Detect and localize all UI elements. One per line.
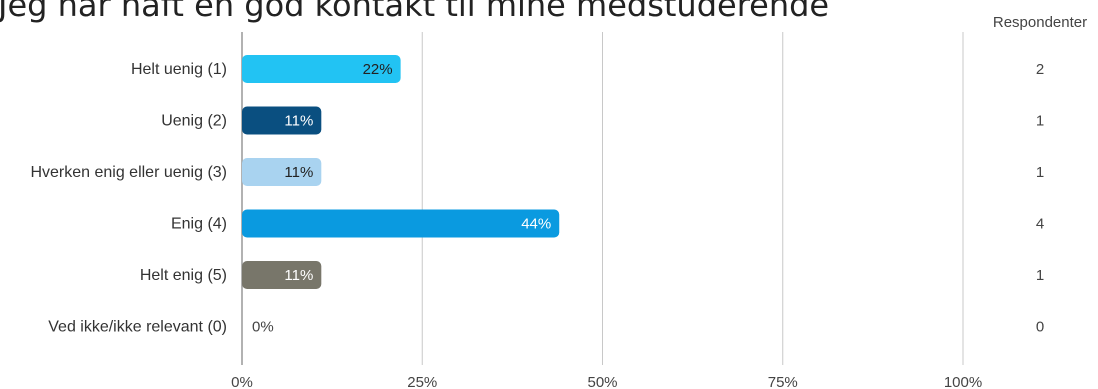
bar bbox=[242, 106, 322, 135]
x-axis-tick-labels: 0% 25% 50% 75% 100% bbox=[231, 374, 982, 389]
data-label: 11% bbox=[284, 267, 313, 284]
category-label: Ved ikke/ikke relevant (0) bbox=[48, 319, 227, 336]
data-labels: 22% 11% 11% 44% 11% 0% bbox=[252, 61, 551, 336]
bar bbox=[242, 158, 322, 186]
category-label: Hverken enig eller uenig (3) bbox=[30, 164, 227, 181]
bar bbox=[242, 55, 401, 83]
respondent-count: 1 bbox=[1036, 164, 1044, 181]
respondent-counts: 2 1 1 4 1 0 bbox=[1036, 61, 1044, 336]
respondent-count: 1 bbox=[1036, 267, 1044, 284]
category-labels: Helt uenig (1) Uenig (2) Hverken enig elle… bbox=[30, 61, 227, 336]
x-tick-label: 0% bbox=[231, 374, 253, 389]
respondent-count: 4 bbox=[1036, 216, 1044, 233]
data-label: 11% bbox=[284, 113, 313, 130]
bar bbox=[242, 261, 322, 289]
category-label: Helt enig (5) bbox=[140, 267, 227, 284]
data-label: 11% bbox=[284, 164, 313, 181]
respondent-count: 2 bbox=[1036, 61, 1044, 78]
grid-lines bbox=[421, 32, 964, 365]
category-label: Enig (4) bbox=[171, 216, 227, 233]
respondent-count: 0 bbox=[1036, 319, 1044, 336]
data-label: 22% bbox=[363, 61, 393, 78]
respondent-count: 1 bbox=[1036, 113, 1044, 130]
x-tick-label: 25% bbox=[407, 374, 437, 389]
x-tick-label: 50% bbox=[587, 374, 617, 389]
category-label: Uenig (2) bbox=[161, 113, 227, 130]
data-label: 0% bbox=[252, 319, 274, 336]
x-tick-label: 75% bbox=[768, 374, 798, 389]
data-label: 44% bbox=[521, 216, 551, 233]
category-label: Helt uenig (1) bbox=[131, 61, 227, 78]
bar bbox=[242, 209, 560, 238]
chart-title: Jeg har haft en god kontakt til mine med… bbox=[0, 0, 830, 24]
bars-group bbox=[242, 55, 560, 289]
x-tick-label: 100% bbox=[944, 374, 982, 389]
respondents-header: Respondenter bbox=[993, 14, 1087, 31]
